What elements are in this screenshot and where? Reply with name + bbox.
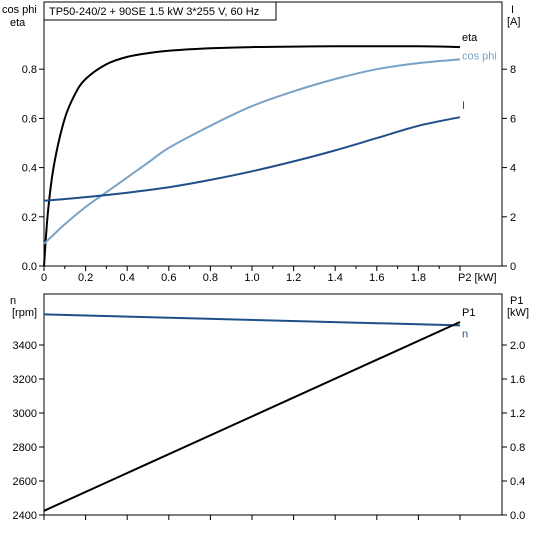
top-left-axis-label-2: eta (10, 17, 26, 29)
series-label-p1: P1 (462, 307, 475, 319)
chart-title: TP50-240/2 + 90SE 1.5 kW 3*255 V, 60 Hz (49, 6, 259, 18)
top-right-tick-label: 6 (510, 113, 516, 125)
top-x-tick-label: 1.6 (369, 272, 384, 284)
bottom-left-tick-label: 2600 (13, 476, 37, 488)
top-left-tick-label: 0.6 (22, 113, 37, 125)
top-x-tick-label: 0.8 (203, 272, 218, 284)
top-right-axis-label-1: I (511, 4, 514, 16)
bottom-left-tick-label: 3400 (13, 340, 37, 352)
bottom-left-axis-label-2: [rpm] (12, 307, 37, 319)
series-label-n: n (462, 328, 468, 340)
series-line-eta (43, 45, 461, 267)
bottom-right-tick-label: 0.8 (510, 442, 525, 454)
bottom-left-tick-label: 2800 (13, 442, 37, 454)
bottom-left-axis-label-1: n (10, 295, 16, 307)
bottom-right-tick-label: 2.0 (510, 340, 525, 352)
top-right-axis-label-2: [A] (507, 16, 520, 28)
top-right-tick-label: 2 (510, 212, 516, 224)
series-label-cos-phi: cos phi (462, 50, 497, 62)
top-chart-frame (43, 1, 503, 267)
top-x-tick-label: 1.2 (286, 272, 301, 284)
top-x-tick-label: 0.4 (120, 272, 135, 284)
top-left-tick-label: 0.0 (22, 261, 37, 273)
top-right-tick-label: 0 (510, 261, 516, 273)
series-layer (43, 45, 461, 512)
bottom-right-tick-label: 1.2 (510, 408, 525, 420)
ticks-layer: 0 0.2 0.4 0.6 0.8 1.0 1.2 1.4 1.6 1.8 P2 [kW] 0.0 0.… (13, 64, 526, 522)
title-box (43, 1, 277, 21)
top-x-tick-label: 0.6 (161, 272, 176, 284)
bottom-right-tick-label: 0.0 (510, 510, 525, 522)
top-left-axis-label-1: cos phi (2, 4, 37, 16)
top-left-tick-label: 0.8 (22, 64, 37, 76)
top-x-tick-label: 1.4 (328, 272, 343, 284)
bottom-left-tick-label: 3000 (13, 408, 37, 420)
bottom-left-tick-label: 2400 (13, 510, 37, 522)
series-labels-layer: eta cos phi In P1 (462, 32, 497, 340)
top-left-tick-label: 0.2 (22, 212, 37, 224)
series-line-i (43, 116, 461, 202)
bottom-right-axis-label-1: P1 (510, 295, 523, 307)
bottom-left-tick-label: 3200 (13, 374, 37, 386)
top-left-tick-label: 0.4 (22, 163, 37, 175)
bottom-right-tick-label: 1.6 (510, 374, 525, 386)
top-right-tick-label: 4 (510, 163, 516, 175)
top-x-tick-label: 1.8 (411, 272, 426, 284)
series-label-eta: eta (462, 32, 478, 44)
bottom-right-tick-label: 0.4 (510, 476, 525, 488)
series-line-n (43, 313, 461, 327)
top-right-tick-label: 8 (510, 64, 516, 76)
bottom-right-axis-label-2: [kW] (507, 307, 529, 319)
series-line-cos-phi (43, 58, 461, 245)
top-x-tick-label: P2 [kW] (458, 272, 497, 284)
series-line-p1 (43, 321, 461, 512)
series-label-i: I (462, 100, 465, 112)
top-x-tick-label: 0 (41, 272, 47, 284)
top-x-tick-label: 1.0 (244, 272, 259, 284)
bottom-chart-frame (43, 293, 503, 516)
top-x-tick-label: 0.2 (78, 272, 93, 284)
